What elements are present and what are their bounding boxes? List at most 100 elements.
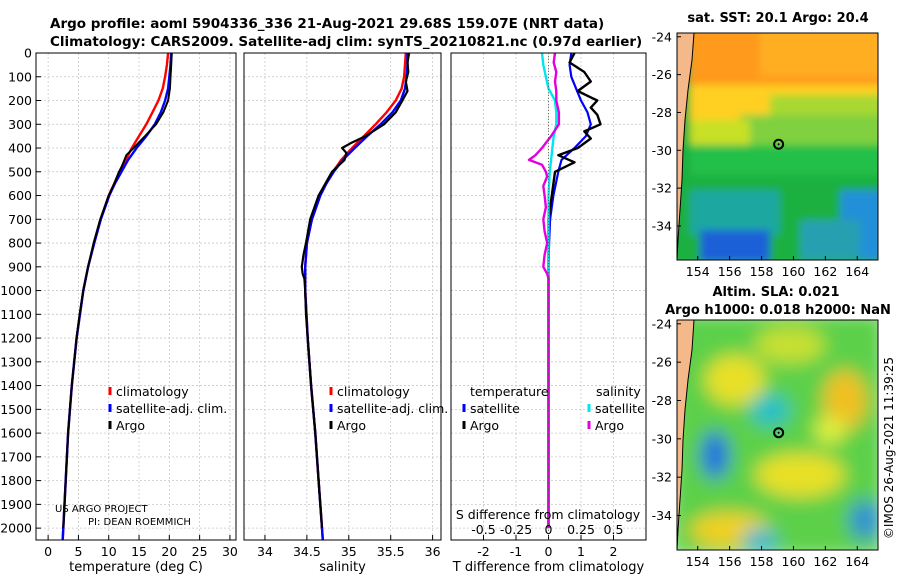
s-tick-label: -0.25: [500, 522, 532, 537]
legend-label: climatology: [337, 384, 410, 399]
map-y-tick-label: -26: [652, 67, 672, 82]
x-tick-label: 2: [610, 544, 618, 559]
sla-map-title-line1: Altim. SLA: 0.021: [713, 285, 840, 300]
y-tick-label: 100: [8, 69, 32, 84]
temperature-profile: 0 5 10 15 20 25 30 temperature (deg C) 0 100 200 30…: [0, 46, 238, 576]
x-tick-label: 20: [161, 544, 177, 559]
y-tick-label: 1100: [0, 307, 32, 322]
legend-label: satellite: [595, 401, 645, 416]
legend-header-salinity: salinity: [596, 384, 641, 399]
map-x-tick-label: 160: [782, 554, 806, 569]
salinity-profile: 34 34.5 35 35.5 36 salinity climatology satelli…: [243, 52, 448, 575]
map-x-tick-label: 156: [718, 264, 742, 279]
legend-label: Argo: [116, 418, 145, 433]
y-tick-label: 900: [8, 259, 32, 274]
x-axis-label: T difference from climatology: [452, 560, 645, 575]
legend-label: satellite: [470, 401, 520, 416]
map-x-tick-label: 162: [813, 264, 837, 279]
x-tick-label: 0: [44, 544, 52, 559]
map-y-tick-label: -32: [652, 181, 672, 196]
x-axis-label: salinity: [319, 560, 366, 575]
y-tick-label: 1000: [0, 283, 32, 298]
credit-line2: PI: DEAN ROEMMICH: [88, 517, 191, 528]
map-y-tick-label: -24: [652, 29, 672, 44]
y-tick-label: 1400: [0, 378, 32, 393]
sla-map-title-line2: Argo h1000: 0.018 h2000: NaN: [665, 303, 891, 318]
sst-map-title: sat. SST: 20.1 Argo: 20.4: [687, 11, 868, 26]
y-tick-label: 400: [8, 141, 32, 156]
x-tick-label: 25: [192, 544, 208, 559]
legend-header-temperature: temperature: [470, 384, 549, 399]
map-x-tick-label: 154: [686, 554, 710, 569]
map-x-tick-label: 162: [813, 554, 837, 569]
map-x-tick-label: 154: [686, 264, 710, 279]
float-position-dot: [777, 431, 780, 434]
y-tick-label: 1800: [0, 473, 32, 488]
x-tick-label: 5: [74, 544, 82, 559]
x-tick-label: 36: [425, 544, 441, 559]
map-y-tick-label: -28: [652, 393, 672, 408]
y-tick-label: 2000: [0, 521, 32, 536]
legend-label: Argo: [470, 418, 499, 433]
float-position-dot: [777, 143, 780, 146]
float-position-marker: [773, 427, 785, 439]
x-tick-label: -1: [510, 544, 522, 559]
x-tick-label: 35: [341, 544, 357, 559]
x-tick-label: -2: [477, 544, 489, 559]
legend-label: climatology: [116, 384, 189, 399]
map-y-tick-label: -34: [652, 508, 672, 523]
map-x-tick-label: 156: [718, 554, 742, 569]
y-tick-label: 1300: [0, 354, 32, 369]
map-x-tick-label: 158: [750, 264, 774, 279]
map-y-tick-label: -24: [652, 316, 672, 331]
x-tick-label: 30: [222, 544, 238, 559]
y-tick-label: 1200: [0, 331, 32, 346]
map-x-tick-label: 164: [845, 554, 869, 569]
y-tick-label: 200: [8, 93, 32, 108]
map-y-tick-label: -30: [652, 431, 672, 446]
y-tick-label: 700: [8, 212, 32, 227]
x-tick-label: 0: [545, 544, 553, 559]
x-tick-label: 10: [101, 544, 117, 559]
map-y-tick-label: -30: [652, 143, 672, 158]
s-tick-label: 0: [545, 522, 553, 537]
float-position-marker: [773, 138, 785, 150]
series-line-s-argo: [527, 52, 561, 529]
timestamp: ©IMOS 26-Aug-2021 11:39:25: [882, 357, 896, 539]
x-tick-label: 15: [131, 544, 147, 559]
map-y-tick-label: -28: [652, 105, 672, 120]
figure-title-line1: Argo profile: aoml 5904336_336 21-Aug-20…: [50, 16, 604, 32]
difference-profile: -2 -1 0 1 2T difference from climatology S di…: [450, 52, 647, 575]
x-tick-label: 34: [257, 544, 273, 559]
y-tick-label: 300: [8, 117, 32, 132]
panel-frame: [35, 52, 237, 541]
sst-map-image: [677, 33, 878, 260]
legend-label: satellite-adj. clim.: [116, 401, 227, 416]
figure-title-line2: Climatology: CARS2009. Satellite-adj cli…: [50, 34, 642, 50]
y-tick-label: 1900: [0, 497, 32, 512]
x-tick-label: 1: [577, 544, 585, 559]
sla-map-image: [677, 320, 878, 550]
legend-label: Argo: [337, 418, 366, 433]
x-axis-label: temperature (deg C): [69, 560, 203, 575]
s-tick-label: 0.25: [567, 522, 595, 537]
s-tick-label: 0.5: [604, 522, 624, 537]
credit-line1: US ARGO PROJECT: [55, 504, 149, 515]
y-tick-label: 0: [24, 46, 32, 61]
map-x-tick-label: 160: [782, 264, 806, 279]
y-tick-label: 500: [8, 164, 32, 179]
y-tick-label: 800: [8, 236, 32, 251]
map-y-tick-label: -26: [652, 355, 672, 370]
s-tick-label: -0.5: [471, 522, 495, 537]
y-tick-label: 1700: [0, 449, 32, 464]
series-line-argo: [300, 52, 411, 529]
x-axis-label-top: S difference from climatology: [456, 507, 641, 522]
series-line-argo: [62, 52, 173, 529]
legend-label: Argo: [595, 418, 624, 433]
map-y-tick-label: -32: [652, 470, 672, 485]
map-x-tick-label: 158: [750, 554, 774, 569]
map-x-tick-label: 164: [845, 264, 869, 279]
series-line-satellite-adj-clim-: [304, 53, 409, 541]
y-tick-label: 600: [8, 188, 32, 203]
